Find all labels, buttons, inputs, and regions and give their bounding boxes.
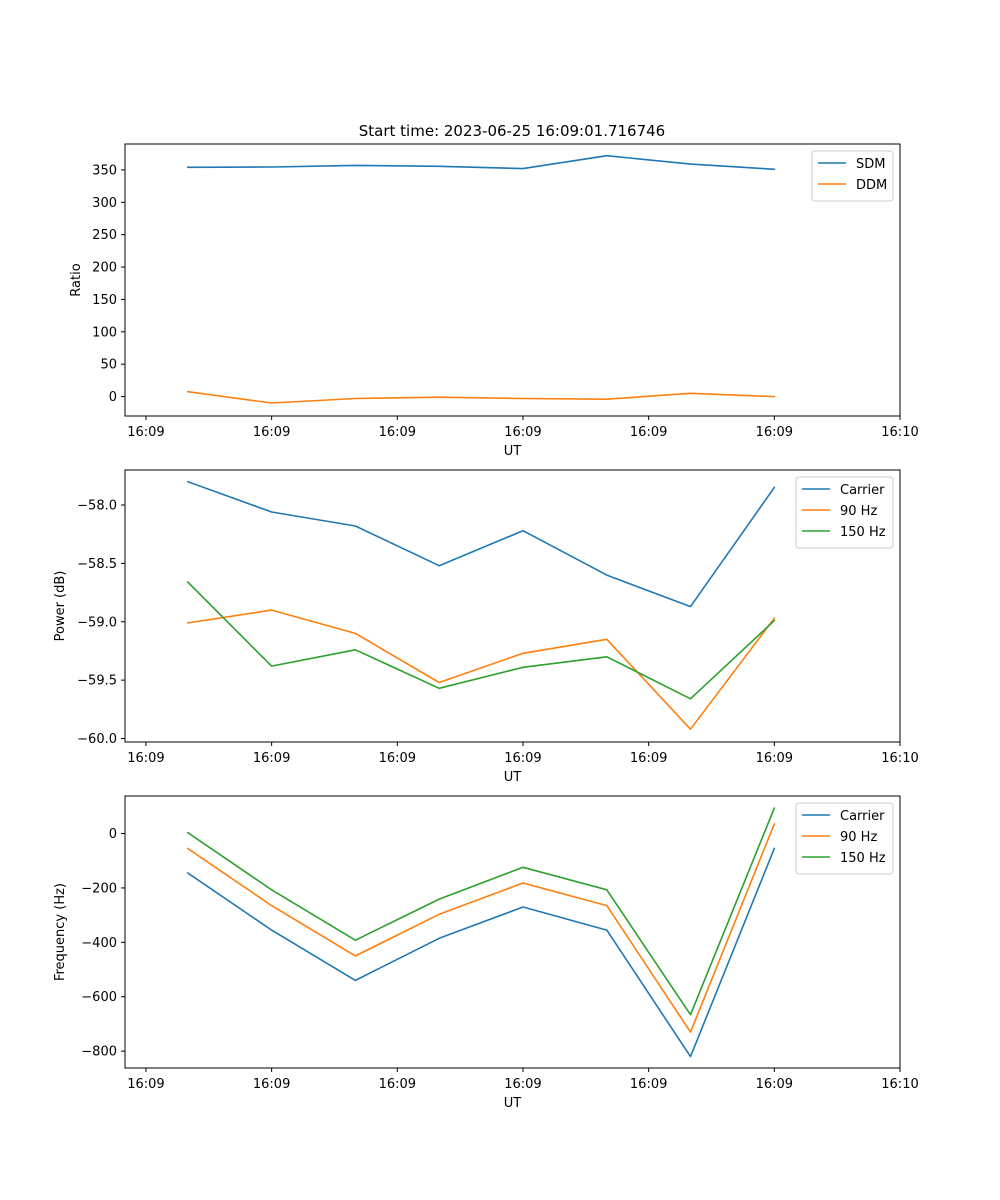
y-tick-label: 150 <box>92 293 117 308</box>
series-line-150-hz <box>186 580 776 700</box>
x-tick-label: 16:09 <box>630 425 667 440</box>
x-tick-label: 16:10 <box>881 425 918 440</box>
series-line-150-hz <box>186 807 776 1016</box>
axes-frame <box>124 469 901 743</box>
x-tick-label: 16:10 <box>881 751 918 766</box>
x-tick-label: 16:09 <box>253 1077 290 1092</box>
subplot-2: 16:09 16:09 16:09 16:09 16:09 16:09 16:10 −60.0… <box>53 469 919 785</box>
x-tick-label: 16:09 <box>630 751 667 766</box>
x-tick-label: 16:09 <box>379 751 416 766</box>
y-tick-label: −58.0 <box>77 499 117 514</box>
y-tick-label: 100 <box>92 325 117 340</box>
x-tick-label: 16:10 <box>881 1077 918 1092</box>
x-tick-label: 16:09 <box>253 425 290 440</box>
legend-label: SDM <box>856 157 885 172</box>
series-line-ddm <box>186 390 776 404</box>
y-tick-label: −58.5 <box>77 557 117 572</box>
subplot-3: 16:09 16:09 16:09 16:09 16:09 16:09 16:10 −800 −… <box>53 795 919 1111</box>
x-tick-label: 16:09 <box>504 425 541 440</box>
y-tick-label: 250 <box>92 228 117 243</box>
y-axis-label: Ratio <box>69 263 84 296</box>
y-tick-label: 0 <box>109 827 117 842</box>
series-line-carrier <box>186 847 776 1058</box>
legend-label: Carrier <box>840 483 885 498</box>
legend-label: Carrier <box>840 809 885 824</box>
x-axis-label: UT <box>504 770 522 785</box>
x-tick-label: 16:09 <box>756 751 793 766</box>
y-tick-label: −200 <box>81 881 117 896</box>
x-tick-label: 16:09 <box>630 1077 667 1092</box>
x-axis-label: UT <box>504 1096 522 1111</box>
legend-label: 90 Hz <box>840 830 877 845</box>
legend: Carrier 90 Hz 150 Hz <box>795 802 894 875</box>
subplot-1: 16:09 16:09 16:09 16:09 16:09 16:09 16:10 0 50 10… <box>69 143 919 459</box>
y-tick-label: 350 <box>92 163 117 178</box>
x-tick-label: 16:09 <box>504 1077 541 1092</box>
series-line-sdm <box>186 154 776 171</box>
legend-label: 150 Hz <box>840 851 886 866</box>
y-tick-label: −400 <box>81 936 117 951</box>
series-line-90-hz <box>186 822 776 1033</box>
axes-frame <box>124 143 901 417</box>
x-axis-label: UT <box>504 444 522 459</box>
x-tick-label: 16:09 <box>756 425 793 440</box>
legend-label: 90 Hz <box>840 504 877 519</box>
x-tick-label: 16:09 <box>756 1077 793 1092</box>
y-tick-label: 50 <box>100 358 117 373</box>
x-tick-label: 16:09 <box>379 1077 416 1092</box>
y-tick-label: 200 <box>92 261 117 276</box>
axes-frame <box>124 795 901 1069</box>
y-tick-label: 0 <box>109 390 117 405</box>
series-line-90-hz <box>186 609 776 731</box>
y-tick-label: −600 <box>81 990 117 1005</box>
y-axis-label: Frequency (Hz) <box>53 883 68 981</box>
x-tick-label: 16:09 <box>127 751 164 766</box>
y-tick-label: −800 <box>81 1045 117 1060</box>
y-tick-label: −60.0 <box>77 732 117 747</box>
y-tick-label: 300 <box>92 196 117 211</box>
legend-label: DDM <box>856 178 887 193</box>
y-axis-label: Power (dB) <box>53 571 68 642</box>
x-tick-label: 16:09 <box>504 751 541 766</box>
legend: Carrier 90 Hz 150 Hz <box>795 476 894 549</box>
legend-label: 150 Hz <box>840 525 886 540</box>
x-tick-label: 16:09 <box>379 425 416 440</box>
series-line-carrier <box>186 480 776 608</box>
x-tick-label: 16:09 <box>127 425 164 440</box>
y-tick-label: −59.0 <box>77 615 117 630</box>
figure-title: Start time: 2023-06-25 16:09:01.716746 <box>359 122 665 140</box>
x-tick-label: 16:09 <box>253 751 290 766</box>
y-tick-label: −59.5 <box>77 674 117 689</box>
x-tick-label: 16:09 <box>127 1077 164 1092</box>
legend: SDM DDM <box>811 150 894 202</box>
